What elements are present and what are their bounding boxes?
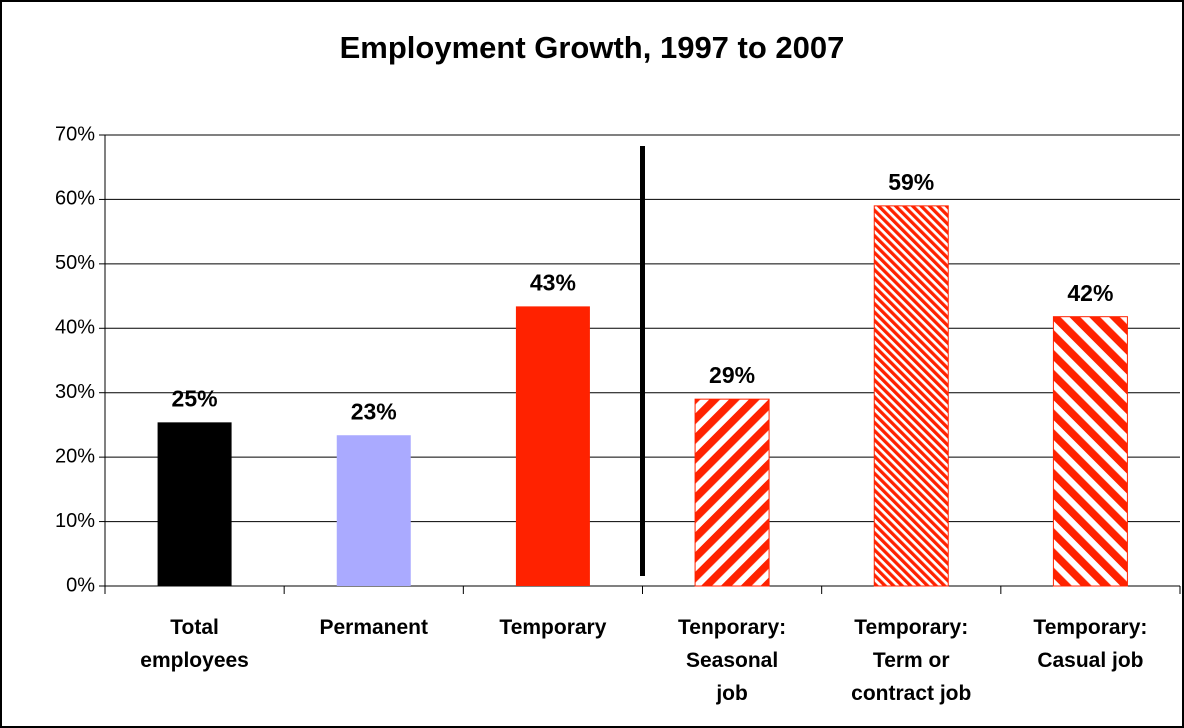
chart-title: Employment Growth, 1997 to 2007 bbox=[340, 30, 845, 65]
x-tick-label: Permanent bbox=[319, 616, 428, 639]
y-tick-label: 10% bbox=[55, 510, 95, 532]
x-tick-label: Temporary bbox=[499, 616, 606, 639]
bar bbox=[1052, 316, 1128, 587]
value-label: 42% bbox=[1067, 280, 1113, 306]
y-tick-label: 30% bbox=[55, 381, 95, 403]
value-label: 29% bbox=[709, 362, 755, 388]
bar bbox=[515, 306, 590, 586]
y-tick-label: 70% bbox=[55, 123, 95, 145]
value-label: 43% bbox=[530, 269, 576, 295]
x-tick-label: Temporary: Term or contract job bbox=[851, 616, 971, 705]
x-tick-label: Temporary: Casual job bbox=[1033, 616, 1147, 672]
y-tick-label: 40% bbox=[55, 317, 95, 339]
value-label: 23% bbox=[351, 398, 397, 424]
x-tick-label: Total employees bbox=[140, 616, 249, 672]
value-label: 25% bbox=[172, 385, 218, 411]
y-tick-label: 20% bbox=[55, 445, 95, 467]
bar bbox=[157, 422, 232, 586]
bar bbox=[873, 205, 949, 587]
value-label: 59% bbox=[888, 169, 934, 195]
y-tick-label: 0% bbox=[66, 574, 95, 596]
y-tick-label: 50% bbox=[55, 252, 95, 274]
x-tick-label: Tenporary: Seasonal job bbox=[678, 616, 786, 705]
bar bbox=[694, 398, 770, 587]
bar bbox=[336, 435, 411, 586]
y-tick-label: 60% bbox=[55, 188, 95, 210]
